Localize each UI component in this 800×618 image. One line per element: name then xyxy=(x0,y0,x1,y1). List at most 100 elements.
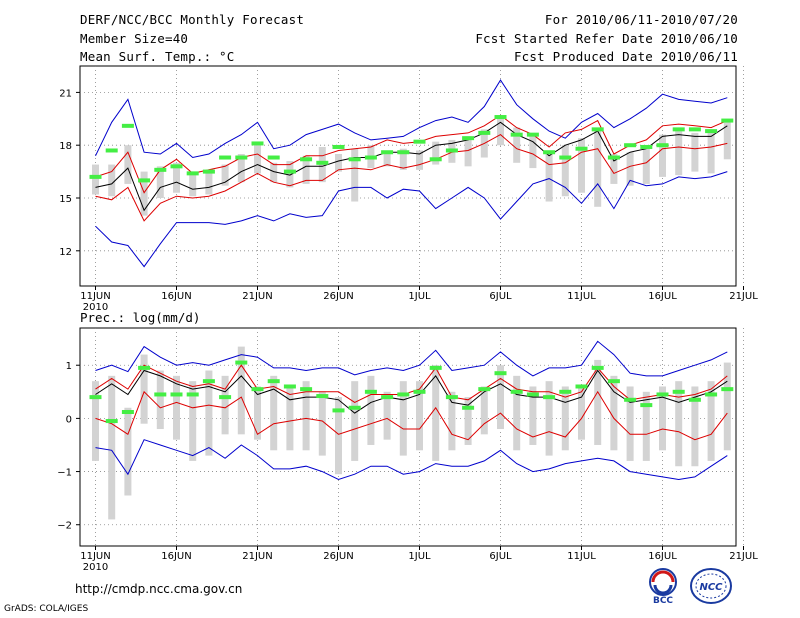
member-bar-1-8 xyxy=(221,375,229,435)
y-tick-label-1-1: −1 xyxy=(57,468,72,479)
member-bar-0-18 xyxy=(383,154,391,167)
mode-marker-0-30 xyxy=(575,146,588,151)
mode-marker-1-36 xyxy=(672,389,685,394)
member-bar-0-32 xyxy=(610,154,618,184)
x-tick-label-0-1: 16JUN xyxy=(161,291,191,302)
mode-marker-1-16 xyxy=(348,405,361,410)
member-bar-1-2 xyxy=(124,407,132,496)
fcst-produced-date: Fcst Produced Date 2010/06/11 xyxy=(513,49,738,64)
mode-marker-1-18 xyxy=(381,395,394,400)
member-bar-1-26 xyxy=(513,375,521,451)
mode-marker-1-0 xyxy=(89,395,102,400)
mode-marker-0-25 xyxy=(494,115,507,120)
series-min-0 xyxy=(95,171,728,268)
member-bar-1-1 xyxy=(108,375,116,520)
mode-marker-0-2 xyxy=(121,123,134,128)
member-bar-0-38 xyxy=(707,131,715,174)
member-bar-1-21 xyxy=(432,365,440,461)
member-bar-1-24 xyxy=(480,386,488,435)
bcc-logo: BCC xyxy=(640,566,686,606)
mode-marker-1-9 xyxy=(235,360,248,365)
mode-marker-0-27 xyxy=(526,132,539,137)
member-bar-1-32 xyxy=(610,375,618,451)
mode-marker-1-19 xyxy=(397,392,410,397)
forecast-period: For 2010/06/11-2010/07/20 xyxy=(544,12,738,27)
footer-url[interactable]: http://cmdp.ncc.cma.gov.cn xyxy=(75,582,243,596)
mode-marker-1-17 xyxy=(364,389,377,394)
member-bar-1-35 xyxy=(659,386,666,451)
series-upper-1 xyxy=(95,364,728,403)
mode-marker-0-5 xyxy=(170,164,183,169)
variable-label-prec: Prec.: log(mm/d) xyxy=(80,310,201,325)
y-tick-label-1-3: 1 xyxy=(66,361,72,372)
mode-marker-1-29 xyxy=(559,389,572,394)
mode-marker-1-34 xyxy=(640,403,653,408)
mode-marker-1-31 xyxy=(591,365,604,370)
member-bar-0-31 xyxy=(594,129,602,207)
member-bar-0-33 xyxy=(626,152,634,186)
x-tick-label-0-3: 26JUN xyxy=(323,291,353,302)
member-bar-0-25 xyxy=(497,118,504,146)
member-bar-1-39 xyxy=(723,362,731,451)
y-tick-label-0-2: 18 xyxy=(59,141,72,152)
x-year-label-0: 2010 xyxy=(83,302,108,313)
x-tick-label-0-5: 6JUL xyxy=(489,291,512,302)
member-bar-0-16 xyxy=(351,148,359,202)
member-bar-0-20 xyxy=(416,150,423,170)
ncc-logo-text: NCC xyxy=(699,582,723,593)
member-bar-0-0 xyxy=(92,164,99,195)
mode-marker-0-15 xyxy=(332,144,345,149)
ncc-logo: NCC xyxy=(688,566,734,606)
member-bar-0-34 xyxy=(642,145,650,184)
chart-title: DERF/NCC/BCC Monthly Forecast xyxy=(80,12,305,27)
mode-marker-1-39 xyxy=(721,387,734,392)
mode-marker-1-8 xyxy=(219,395,232,400)
member-bar-1-25 xyxy=(497,365,504,430)
plot-frame-1 xyxy=(79,327,737,547)
y-tick-label-1-0: −2 xyxy=(57,521,72,532)
member-bar-1-9 xyxy=(237,346,245,435)
mode-marker-1-1 xyxy=(105,419,118,424)
member-bar-1-23 xyxy=(464,397,472,445)
mode-marker-1-30 xyxy=(575,384,588,389)
mode-marker-1-33 xyxy=(624,397,637,402)
y-tick-label-0-3: 21 xyxy=(59,88,72,99)
member-bar-1-12 xyxy=(286,386,294,451)
mode-marker-0-1 xyxy=(105,148,118,153)
mode-marker-0-4 xyxy=(154,167,167,172)
mode-marker-1-10 xyxy=(251,387,264,392)
x-tick-label-0-8: 21JUL xyxy=(729,291,758,302)
series-max-1 xyxy=(95,340,728,377)
mode-marker-0-13 xyxy=(300,157,313,162)
series-max-0 xyxy=(95,79,728,159)
bcc-logo-text: BCC xyxy=(653,596,673,606)
mode-marker-1-28 xyxy=(543,395,556,400)
mode-marker-0-3 xyxy=(138,178,151,183)
member-bar-0-11 xyxy=(270,162,278,183)
member-bar-1-33 xyxy=(626,386,634,461)
member-bar-1-37 xyxy=(691,386,699,467)
mode-marker-1-25 xyxy=(494,371,507,376)
x-tick-label-1-3: 26JUN xyxy=(323,551,353,562)
series-lower-1 xyxy=(95,390,728,441)
x-tick-label-1-0: 11JUN xyxy=(80,551,110,562)
mode-marker-0-21 xyxy=(429,157,442,162)
member-bar-1-17 xyxy=(367,375,375,445)
member-bar-1-34 xyxy=(642,391,650,461)
member-bar-1-13 xyxy=(302,381,310,451)
mode-marker-0-38 xyxy=(705,129,718,134)
member-bar-0-8 xyxy=(221,164,229,186)
mode-marker-1-37 xyxy=(688,397,701,402)
mode-marker-0-10 xyxy=(251,141,264,146)
mode-marker-1-22 xyxy=(445,395,458,400)
x-tick-label-0-2: 21JUN xyxy=(242,291,272,302)
series-mean-0 xyxy=(95,121,728,212)
mode-marker-1-26 xyxy=(510,389,523,394)
mode-marker-1-21 xyxy=(429,365,442,370)
mode-marker-1-27 xyxy=(526,392,539,397)
x-tick-label-1-5: 6JUL xyxy=(489,551,512,562)
mode-marker-1-20 xyxy=(413,389,426,394)
member-bar-0-23 xyxy=(464,136,472,167)
mode-marker-1-38 xyxy=(705,392,718,397)
mode-marker-0-0 xyxy=(89,174,102,179)
